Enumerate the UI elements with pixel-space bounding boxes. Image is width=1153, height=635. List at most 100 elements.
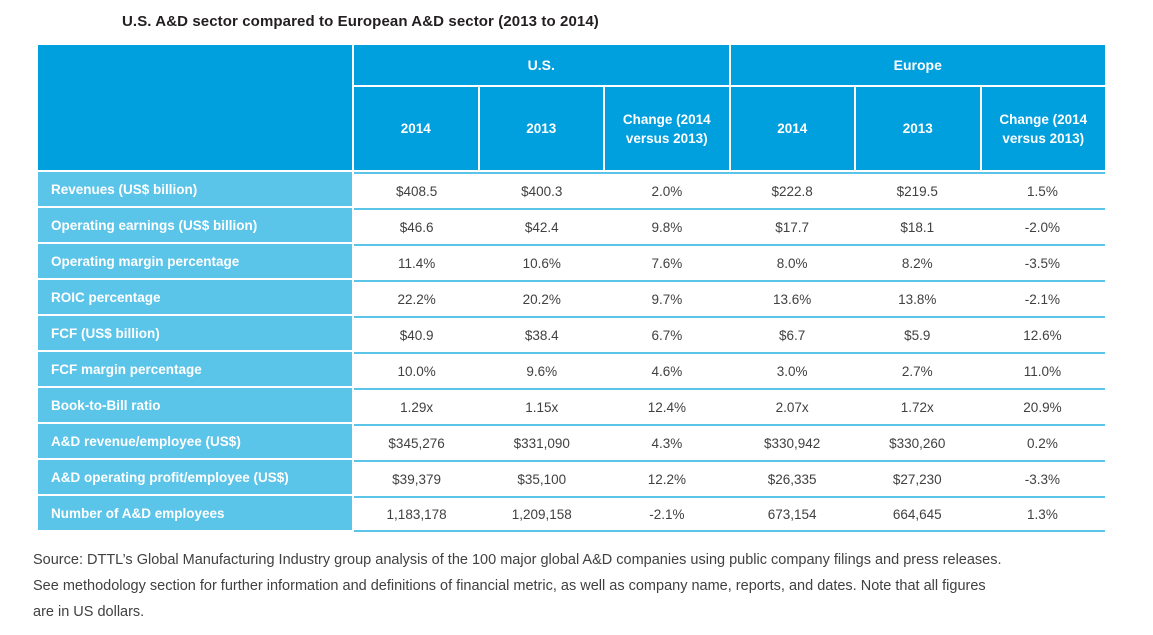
row-label: A&D operating profit/employee (US$) xyxy=(38,460,352,494)
figure-title: U.S. A&D sector compared to European A&D… xyxy=(122,13,599,30)
table-cell: 12.2% xyxy=(647,471,687,487)
row-values: $408.5 $400.3 2.0% $222.8 $219.5 1.5% xyxy=(354,172,1105,208)
row-label: FCF margin percentage xyxy=(38,352,352,386)
column-header-eu-2013: 2013 xyxy=(856,87,980,170)
table-cell: $18.1 xyxy=(900,219,935,235)
table-row: ROIC percentage 22.2% 20.2% 9.7% 13.6% 1… xyxy=(38,280,1105,316)
table-cell: $408.5 xyxy=(395,183,438,199)
column-header-eu-change: Change (2014 versus 2013) xyxy=(981,87,1105,170)
column-group-europe: Europe xyxy=(730,45,1105,85)
table-cell: 8.2% xyxy=(901,255,933,271)
table-cell: $5.9 xyxy=(904,327,931,343)
row-label: A&D revenue/employee (US$) xyxy=(38,424,352,458)
table-cell: $46.6 xyxy=(399,219,434,235)
table-cell: $17.7 xyxy=(775,219,809,235)
row-values: $39,379 $35,100 12.2% $26,335 $27,230 -3… xyxy=(354,460,1105,496)
table-cell: 2.0% xyxy=(651,183,683,199)
table-cell: 20.9% xyxy=(1023,399,1062,415)
table-cell: $35,100 xyxy=(517,471,567,487)
table-cell: 1,209,158 xyxy=(511,506,572,522)
table-row: A&D revenue/employee (US$) $345,276 $331… xyxy=(38,424,1105,460)
source-note-line: Source: DTTL’s Global Manufacturing Indu… xyxy=(33,552,1002,568)
table-cell: 10.6% xyxy=(522,255,561,271)
table-cell: 664,645 xyxy=(892,506,942,522)
table-cell: -2.1% xyxy=(1024,291,1061,307)
table-cell: 13.6% xyxy=(772,291,812,307)
row-label: Book-to-Bill ratio xyxy=(38,388,352,422)
table-header: U.S. Europe 2014 2013 Change (2014 versu… xyxy=(38,45,1105,170)
table-row: A&D operating profit/employee (US$) $39,… xyxy=(38,460,1105,496)
table-cell: 22.2% xyxy=(397,291,436,307)
table-cell: 1.15x xyxy=(525,399,559,415)
table-row: Operating margin percentage 11.4% 10.6% … xyxy=(38,244,1105,280)
table-cell: $39,379 xyxy=(392,471,441,487)
table-cell: 2.07x xyxy=(775,399,809,415)
table-body: Revenues (US$ billion) $408.5 $400.3 2.0… xyxy=(38,170,1105,532)
table-cell: 6.7% xyxy=(651,327,683,343)
table-cell: $42.4 xyxy=(524,219,559,235)
table-cell: -3.3% xyxy=(1024,471,1061,487)
table-row: Book-to-Bill ratio 1.29x 1.15x 12.4% 2.0… xyxy=(38,388,1105,424)
table-cell: 12.6% xyxy=(1023,327,1062,343)
column-header-us-2014: 2014 xyxy=(354,87,478,170)
row-values: 1.29x 1.15x 12.4% 2.07x 1.72x 20.9% xyxy=(354,388,1105,424)
table-cell: -3.5% xyxy=(1024,255,1061,271)
table-cell: 673,154 xyxy=(767,506,817,522)
table-cell: -2.1% xyxy=(649,506,685,522)
table-cell: $38.4 xyxy=(524,327,559,343)
table-row: Operating earnings (US$ billion) $46.6 $… xyxy=(38,208,1105,244)
table-cell: $6.7 xyxy=(778,327,806,343)
table-cell: $26,335 xyxy=(767,471,817,487)
table-row: Revenues (US$ billion) $408.5 $400.3 2.0… xyxy=(38,172,1105,208)
row-values: 11.4% 10.6% 7.6% 8.0% 8.2% -3.5% xyxy=(354,244,1105,280)
source-note-line: See methodology section for further info… xyxy=(33,578,986,594)
table-cell: $40.9 xyxy=(399,327,434,343)
table-cell: 1.29x xyxy=(400,399,434,415)
row-values: 1,183,178 1,209,158 -2.1% 673,154 664,64… xyxy=(354,496,1105,532)
table-header-columns: U.S. Europe 2014 2013 Change (2014 versu… xyxy=(354,45,1105,170)
table-cell: 1.72x xyxy=(900,399,934,415)
column-group-us: U.S. xyxy=(354,45,729,85)
row-values: $345,276 $331,090 4.3% $330,942 $330,260… xyxy=(354,424,1105,460)
row-label: Revenues (US$ billion) xyxy=(38,172,352,206)
table-cell: $345,276 xyxy=(388,435,445,451)
table-cell: $219.5 xyxy=(896,183,938,199)
table-cell: $330,942 xyxy=(763,435,821,451)
table-corner-cell xyxy=(38,45,352,170)
table-cell: 11.0% xyxy=(1023,363,1062,379)
row-values: 22.2% 20.2% 9.7% 13.6% 13.8% -2.1% xyxy=(354,280,1105,316)
table-cell: 7.6% xyxy=(651,255,683,271)
table-row: Number of A&D employees 1,183,178 1,209,… xyxy=(38,496,1105,532)
table-row: FCF margin percentage 10.0% 9.6% 4.6% 3.… xyxy=(38,352,1105,388)
row-label: Number of A&D employees xyxy=(38,496,352,530)
column-header-row: 2014 2013 Change (2014 versus 2013) 2014… xyxy=(354,87,1105,170)
table-row: FCF (US$ billion) $40.9 $38.4 6.7% $6.7 … xyxy=(38,316,1105,352)
table-cell: $331,090 xyxy=(513,435,570,451)
table-cell: 9.8% xyxy=(651,219,683,235)
comparison-table: U.S. Europe 2014 2013 Change (2014 versu… xyxy=(38,45,1105,532)
column-header-us-2013: 2013 xyxy=(479,87,603,170)
table-cell: $330,260 xyxy=(889,435,946,451)
table-cell: 11.4% xyxy=(397,255,436,271)
table-cell: 0.2% xyxy=(1027,435,1058,451)
table-cell: 9.6% xyxy=(526,363,558,379)
row-label: Operating margin percentage xyxy=(38,244,352,278)
table-cell: 12.4% xyxy=(647,399,687,415)
table-cell: 4.6% xyxy=(651,363,683,379)
row-values: $46.6 $42.4 9.8% $17.7 $18.1 -2.0% xyxy=(354,208,1105,244)
column-group-row: U.S. Europe xyxy=(354,45,1105,85)
table-cell: $27,230 xyxy=(892,471,942,487)
table-cell: 20.2% xyxy=(522,291,561,307)
table-cell: 3.0% xyxy=(776,363,808,379)
row-label: Operating earnings (US$ billion) xyxy=(38,208,352,242)
row-values: $40.9 $38.4 6.7% $6.7 $5.9 12.6% xyxy=(354,316,1105,352)
table-cell: 8.0% xyxy=(776,255,808,271)
column-header-eu-2014: 2014 xyxy=(730,87,854,170)
table-cell: 9.7% xyxy=(651,291,683,307)
table-cell: 1.5% xyxy=(1027,183,1058,199)
row-values: 10.0% 9.6% 4.6% 3.0% 2.7% 11.0% xyxy=(354,352,1105,388)
table-cell: 1.3% xyxy=(1027,506,1058,522)
table-cell: 4.3% xyxy=(651,435,683,451)
table-cell: -2.0% xyxy=(1024,219,1061,235)
source-note: Source: DTTL’s Global Manufacturing Indu… xyxy=(33,547,1143,625)
